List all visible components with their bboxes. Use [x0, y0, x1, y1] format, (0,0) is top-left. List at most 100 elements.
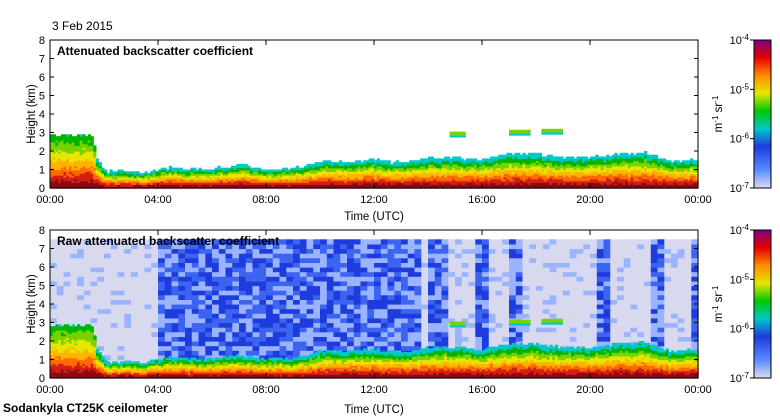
- heatmap-cell: [97, 276, 105, 282]
- heatmap-cell: [608, 167, 613, 171]
- heatmap-cell: [355, 162, 359, 165]
- heatmap-cell: [576, 156, 580, 159]
- heatmap-cell: [541, 184, 545, 187]
- heatmap-cell: [325, 186, 329, 189]
- heatmap-cell: [185, 290, 193, 296]
- heatmap-cell: [171, 276, 179, 282]
- heatmap-cell: [77, 304, 85, 310]
- heatmap-cell: [568, 175, 572, 178]
- heatmap-cell: [428, 160, 432, 163]
- heatmap-cell: [344, 176, 348, 180]
- heatmap-cell: [74, 169, 78, 172]
- heatmap-cell: [301, 173, 305, 176]
- heatmap-cell: [371, 165, 375, 169]
- heatmap-cell: [676, 160, 680, 163]
- heatmap-cell: [557, 173, 561, 176]
- heatmap-cell: [441, 165, 445, 169]
- heatmap-cell: [598, 167, 602, 171]
- heatmap-cell: [50, 151, 54, 154]
- heatmap-cell: [164, 322, 173, 328]
- heatmap-cell: [230, 171, 235, 174]
- heatmap-cell: [473, 180, 478, 184]
- heatmap-cell: [60, 136, 65, 139]
- heatmap-cell: [306, 294, 314, 300]
- heatmap-cell: [179, 182, 183, 185]
- heatmap-cell: [565, 182, 569, 185]
- heatmap-cell: [82, 165, 86, 169]
- heatmap-cell: [218, 345, 227, 351]
- heatmap-cell: [136, 186, 140, 189]
- heatmap-cell: [98, 178, 102, 182]
- heatmap-cell: [85, 171, 89, 174]
- heatmap-cell: [163, 178, 167, 182]
- heatmap-cell: [279, 290, 287, 296]
- heatmap-cell: [347, 176, 351, 180]
- heatmap-cell: [50, 138, 54, 141]
- heatmap-cell: [66, 152, 70, 156]
- heatmap-cell: [619, 167, 623, 171]
- heatmap-cell: [295, 175, 299, 178]
- heatmap-cell: [338, 173, 343, 176]
- heatmap-cell: [347, 171, 351, 174]
- heatmap-cell: [411, 162, 416, 165]
- heatmap-cell: [320, 299, 328, 305]
- heatmap-cell: [218, 313, 227, 319]
- heatmap-cell: [398, 180, 402, 184]
- heatmap-cell: [541, 163, 545, 167]
- heatmap-cell: [595, 175, 599, 178]
- heatmap-cell: [66, 171, 70, 174]
- heatmap-cell: [56, 262, 65, 268]
- heatmap-cell: [619, 184, 623, 187]
- heatmap-cell: [595, 162, 599, 165]
- heatmap-cell: [687, 167, 691, 171]
- heatmap-cell: [101, 167, 105, 171]
- heatmap-cell: [241, 169, 245, 172]
- heatmap-cell: [214, 167, 218, 171]
- heatmap-cell: [568, 184, 572, 187]
- heatmap-cell: [326, 262, 335, 268]
- heatmap-cell: [514, 167, 518, 171]
- heatmap-cell: [590, 180, 594, 184]
- heatmap-cell: [606, 169, 610, 172]
- heatmap-cell: [428, 165, 432, 169]
- heatmap-cell: [71, 154, 75, 158]
- heatmap-cell: [295, 165, 299, 169]
- heatmap-cell: [124, 345, 132, 351]
- heatmap-cell: [66, 167, 70, 171]
- heatmap-cell: [239, 341, 247, 347]
- heatmap-cell: [473, 178, 478, 182]
- heatmap-cell: [87, 180, 92, 184]
- heatmap-cell: [436, 162, 440, 165]
- heatmap-cell: [379, 175, 383, 178]
- heatmap-cell: [311, 176, 316, 180]
- heatmap-cell: [313, 294, 321, 300]
- heatmap-cell: [660, 184, 664, 187]
- heatmap-cell: [527, 154, 532, 158]
- heatmap-cell: [306, 299, 314, 305]
- heatmap-cell: [314, 171, 318, 174]
- heatmap-cell: [446, 180, 451, 184]
- heatmap-cell: [185, 257, 193, 263]
- heatmap-cell: [168, 175, 173, 178]
- heatmap-cell: [541, 178, 545, 182]
- heatmap-cell: [419, 158, 424, 161]
- heatmap-cell: [77, 178, 81, 182]
- heatmap-cell: [590, 169, 594, 172]
- heatmap-cell: [58, 145, 62, 148]
- heatmap-cell: [563, 165, 567, 169]
- heatmap-cell: [276, 178, 281, 182]
- heatmap-cell: [117, 186, 121, 189]
- heatmap-cell: [541, 156, 545, 159]
- heatmap-cell: [619, 178, 623, 182]
- heatmap-cell: [252, 171, 256, 174]
- heatmap-cell: [363, 160, 367, 163]
- heatmap-cell: [546, 156, 551, 159]
- heatmap-cell: [276, 175, 281, 178]
- heatmap-cell: [549, 156, 553, 159]
- heatmap-cell: [606, 171, 610, 174]
- heatmap-cell: [136, 180, 140, 184]
- heatmap-cell: [195, 171, 200, 174]
- heatmap-cell: [299, 243, 308, 250]
- heatmap-cell: [178, 248, 186, 254]
- heatmap-cell: [110, 345, 119, 351]
